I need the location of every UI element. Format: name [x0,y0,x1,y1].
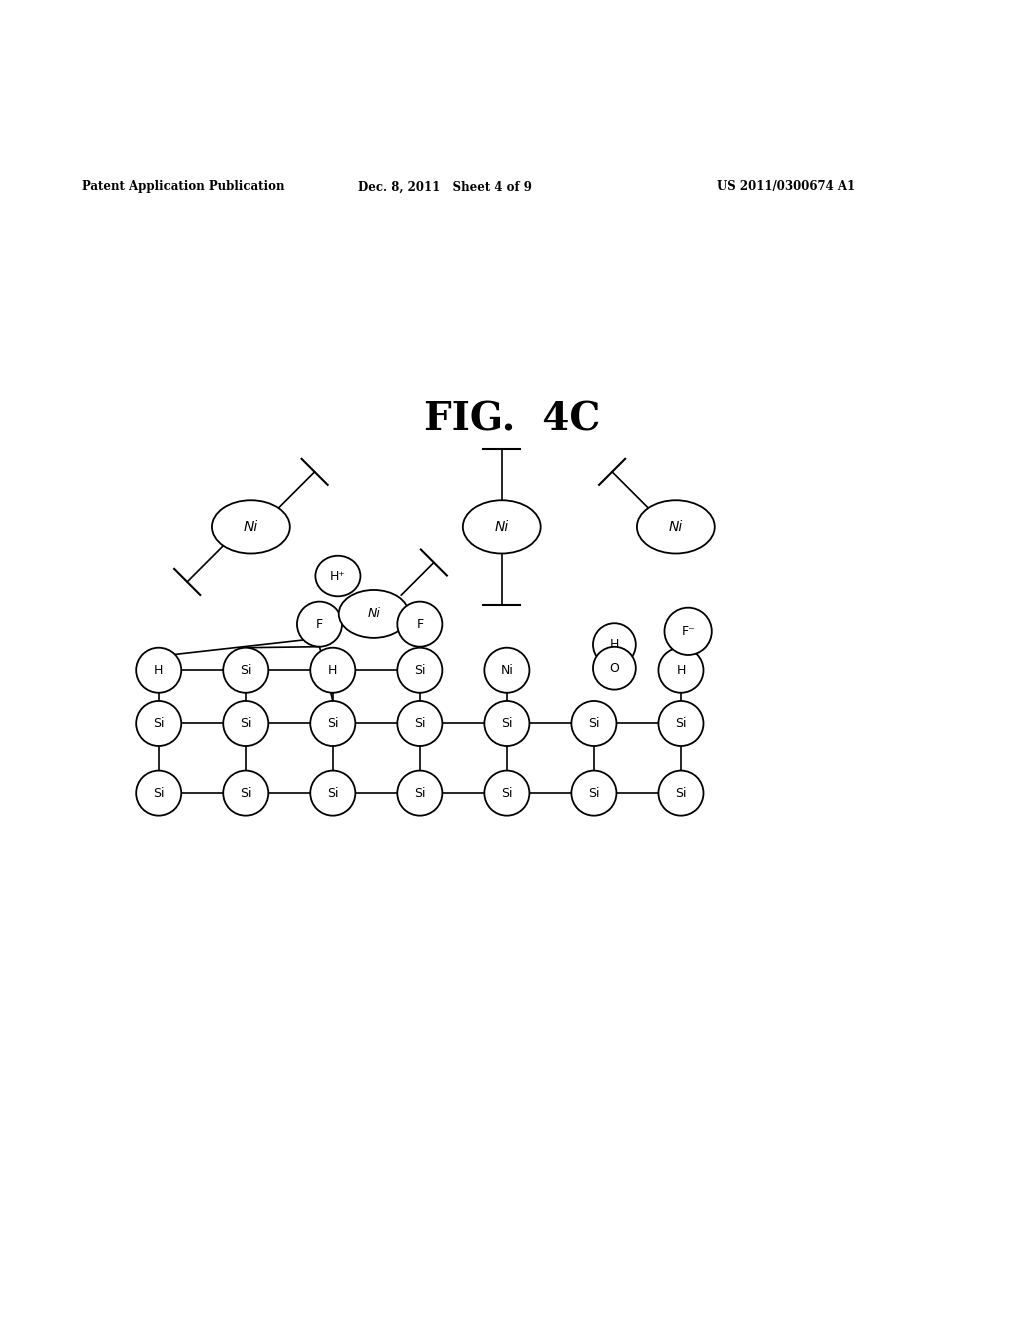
Ellipse shape [339,590,409,638]
Text: F: F [316,618,323,631]
Ellipse shape [665,607,712,655]
Text: Si: Si [240,717,252,730]
Ellipse shape [397,771,442,816]
Ellipse shape [310,648,355,693]
Ellipse shape [658,701,703,746]
Ellipse shape [571,771,616,816]
Text: Si: Si [501,787,513,800]
Text: Si: Si [414,717,426,730]
Ellipse shape [136,648,181,693]
Text: Ni: Ni [368,607,380,620]
Text: Ni: Ni [495,520,509,533]
Text: Dec. 8, 2011   Sheet 4 of 9: Dec. 8, 2011 Sheet 4 of 9 [358,181,532,194]
Ellipse shape [637,500,715,553]
Text: Si: Si [153,717,165,730]
Ellipse shape [136,701,181,746]
Ellipse shape [658,771,703,816]
Text: FIG.  4C: FIG. 4C [424,400,600,438]
Ellipse shape [310,771,355,816]
Ellipse shape [297,602,342,647]
Text: Si: Si [414,787,426,800]
Ellipse shape [397,701,442,746]
Text: Si: Si [501,717,513,730]
Text: H: H [676,664,686,677]
Text: Si: Si [327,787,339,800]
Ellipse shape [463,500,541,553]
Text: Si: Si [588,717,600,730]
Text: H: H [328,664,338,677]
Ellipse shape [212,500,290,553]
Text: Si: Si [240,664,252,677]
Text: Ni: Ni [501,664,513,677]
Text: H⁺: H⁺ [330,569,346,582]
Ellipse shape [658,648,703,693]
Ellipse shape [315,556,360,597]
Text: O: O [609,661,620,675]
Ellipse shape [397,602,442,647]
Text: Patent Application Publication: Patent Application Publication [82,181,285,194]
Text: H: H [609,638,620,651]
Text: H: H [154,664,164,677]
Ellipse shape [484,771,529,816]
Text: F: F [417,618,423,631]
Ellipse shape [310,701,355,746]
Text: Si: Si [588,787,600,800]
Text: Ni: Ni [669,520,683,533]
Text: Si: Si [327,717,339,730]
Ellipse shape [397,648,442,693]
Text: Si: Si [675,717,687,730]
Ellipse shape [484,648,529,693]
Ellipse shape [593,623,636,667]
Text: F⁻: F⁻ [681,624,695,638]
Text: Si: Si [414,664,426,677]
Ellipse shape [223,701,268,746]
Ellipse shape [223,771,268,816]
Text: Si: Si [675,787,687,800]
Ellipse shape [223,648,268,693]
Text: Si: Si [153,787,165,800]
Ellipse shape [484,701,529,746]
Text: Si: Si [240,787,252,800]
Text: US 2011/0300674 A1: US 2011/0300674 A1 [717,181,855,194]
Ellipse shape [593,647,636,689]
Ellipse shape [136,771,181,816]
Text: Ni: Ni [244,520,258,533]
Ellipse shape [571,701,616,746]
